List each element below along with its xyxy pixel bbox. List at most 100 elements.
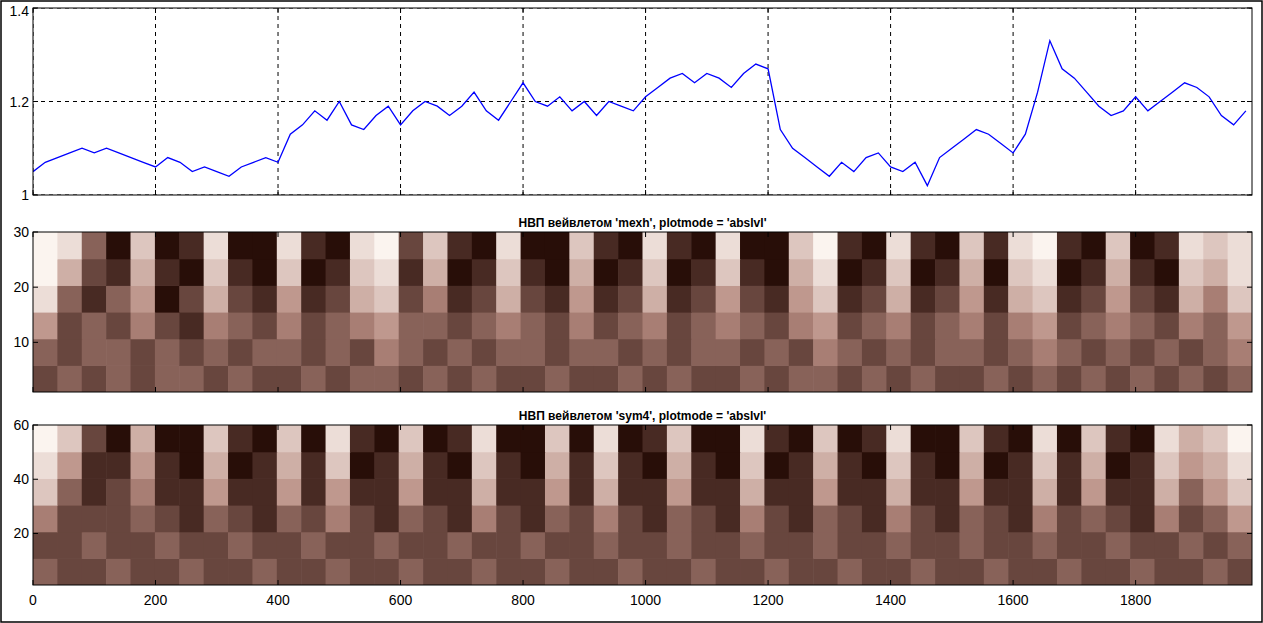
heat-cell — [862, 312, 887, 339]
heat-cell — [838, 285, 863, 312]
heat-cell — [472, 285, 497, 312]
heat-cell — [1033, 312, 1058, 339]
heat-cell — [33, 558, 58, 585]
heat-cell — [447, 339, 472, 366]
heat-cell — [1154, 259, 1179, 286]
heat-cell — [1228, 285, 1252, 312]
grid-line-x — [400, 8, 401, 195]
heat-cell — [1008, 532, 1033, 559]
heat-cell — [496, 505, 521, 532]
heat-cell — [911, 232, 936, 259]
tick-y — [33, 425, 38, 426]
tick-y — [33, 195, 38, 196]
tick-label-x: 0 — [29, 592, 37, 608]
heat-cell — [423, 259, 448, 286]
tick-y — [33, 8, 38, 9]
tick-x-top — [768, 425, 769, 430]
heat-cell — [789, 312, 814, 339]
heat-cell — [179, 558, 204, 585]
heat-cell — [886, 452, 911, 479]
heat-cell — [667, 452, 692, 479]
tick-x — [523, 580, 524, 585]
heat-cell — [1179, 259, 1204, 286]
heat-cell — [667, 339, 692, 366]
heat-cell — [423, 532, 448, 559]
heat-cell — [228, 478, 253, 505]
heat-cell — [1154, 532, 1179, 559]
panel-2: 020040060080010001200140016001800204060Н… — [13, 409, 1252, 608]
heat-cell — [447, 505, 472, 532]
tick-x — [1013, 580, 1014, 585]
heat-cell — [472, 365, 497, 392]
heat-cell — [838, 232, 863, 259]
heat-cell — [691, 452, 716, 479]
heat-cell — [1008, 452, 1033, 479]
tick-x — [155, 387, 156, 392]
heat-cell — [813, 505, 838, 532]
tick-y-right — [1247, 195, 1252, 196]
heat-cell — [911, 425, 936, 452]
heat-cell — [716, 478, 741, 505]
heat-cell — [326, 452, 351, 479]
heat-cell — [1057, 425, 1082, 452]
heat-cell — [1033, 558, 1058, 585]
heat-cell — [423, 365, 448, 392]
heat-cell — [1106, 478, 1131, 505]
heat-cell — [1203, 285, 1228, 312]
heat-cell — [740, 558, 765, 585]
tick-y — [33, 342, 38, 343]
marks — [33, 425, 1252, 585]
tick-x-top — [33, 425, 34, 430]
heat-cell — [667, 312, 692, 339]
tick-x-top — [523, 425, 524, 430]
heat-cell — [1130, 339, 1155, 366]
tick-x — [768, 387, 769, 392]
heat-cell — [569, 232, 594, 259]
heat-cell — [1179, 232, 1204, 259]
heat-cell — [204, 425, 229, 452]
heat-cell — [1130, 285, 1155, 312]
heat-cell — [179, 532, 204, 559]
heat-cell — [667, 232, 692, 259]
heat-cell — [594, 312, 619, 339]
heat-cell — [959, 339, 984, 366]
heat-cell — [374, 532, 399, 559]
heat-cell — [1154, 425, 1179, 452]
heat-cell — [838, 558, 863, 585]
heat-cell — [82, 232, 107, 259]
tick-x-top — [890, 425, 891, 430]
heat-cell — [82, 425, 107, 452]
heat-cell — [569, 452, 594, 479]
heat-cell — [1203, 259, 1228, 286]
heat-cell — [1008, 312, 1033, 339]
tick-x — [645, 190, 646, 195]
heat-cell — [350, 425, 375, 452]
heat-cell — [1106, 285, 1131, 312]
plot-area — [33, 232, 1252, 392]
tick-label-x: 1200 — [752, 592, 783, 608]
heat-cell — [935, 365, 960, 392]
tick-label-x: 800 — [511, 592, 535, 608]
heat-cell — [911, 532, 936, 559]
heat-cell — [106, 232, 131, 259]
heat-cell — [1154, 285, 1179, 312]
heat-cell — [643, 532, 668, 559]
tick-y — [33, 479, 38, 480]
heat-cell — [423, 285, 448, 312]
heat-cell — [959, 425, 984, 452]
heat-cell — [1179, 365, 1204, 392]
heat-cell — [716, 532, 741, 559]
tick-y-right — [1247, 287, 1252, 288]
heat-cell — [374, 558, 399, 585]
heat-cell — [82, 312, 107, 339]
heat-cell — [57, 285, 82, 312]
heat-cell — [131, 232, 156, 259]
heat-cell — [57, 478, 82, 505]
heat-cell — [155, 232, 180, 259]
heat-cell — [374, 285, 399, 312]
heat-cell — [301, 425, 326, 452]
heat-cell — [886, 365, 911, 392]
heat-cell — [813, 452, 838, 479]
heat-cell — [935, 312, 960, 339]
heat-cell — [1203, 232, 1228, 259]
